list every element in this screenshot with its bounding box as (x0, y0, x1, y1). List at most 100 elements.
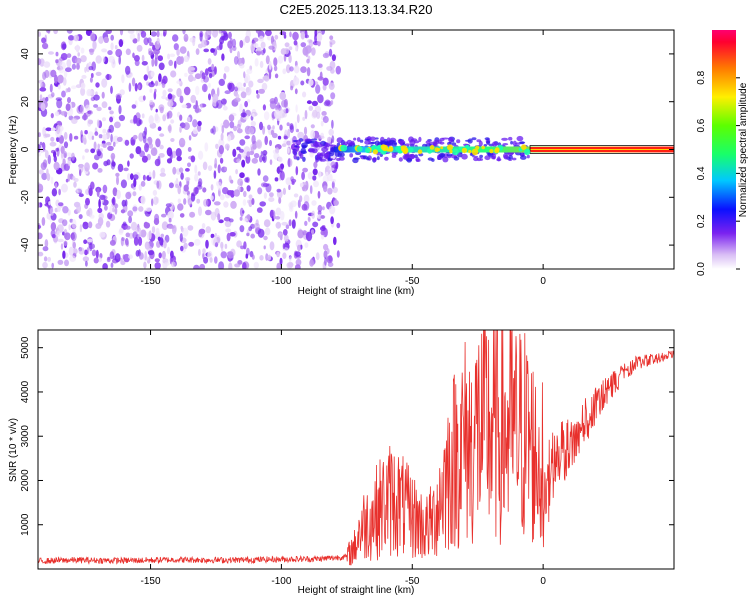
y-tick-label: 1000 (20, 513, 31, 536)
noise-spot (131, 77, 136, 87)
noise-spot (128, 254, 133, 259)
noise-spot (335, 65, 341, 75)
noise-spot (71, 175, 76, 181)
noise-spot (273, 57, 278, 67)
noise-spot (127, 73, 132, 79)
noise-spot (58, 68, 64, 74)
ridge-halo (337, 151, 342, 158)
noise-spot (313, 180, 319, 188)
noise-spot (47, 154, 51, 165)
noise-spot (185, 168, 190, 172)
noise-spot (324, 99, 331, 106)
noise-spot (69, 102, 73, 112)
ridge-halo (302, 156, 306, 162)
noise-spot (243, 190, 247, 198)
noise-spot (114, 203, 119, 209)
noise-spot (275, 221, 282, 229)
noise-spot (128, 82, 132, 93)
noise-spot (205, 209, 212, 216)
noise-spot (202, 161, 208, 171)
ridge-halo (391, 154, 397, 158)
noise-spot (153, 91, 157, 100)
chart-title: C2E5.2025.113.13.34.R20 (280, 2, 433, 17)
noise-spot (288, 54, 292, 64)
noise-spot (147, 250, 155, 256)
noise-spot (226, 190, 234, 196)
noise-spot (259, 60, 264, 69)
noise-spot (56, 98, 63, 109)
y-tick-label: 4000 (20, 380, 31, 403)
noise-spot (236, 128, 243, 134)
noise-spot (244, 35, 250, 44)
noise-spot (71, 219, 77, 229)
noise-spot (154, 57, 158, 67)
noise-spot (88, 110, 93, 115)
noise-spot (235, 169, 239, 175)
noise-spot (68, 246, 74, 256)
noise-spot (308, 39, 313, 48)
noise-spot (105, 30, 112, 34)
noise-spot (40, 81, 43, 87)
noise-spot (169, 150, 173, 160)
noise-spot (246, 151, 250, 158)
noise-spot (221, 125, 225, 134)
ridge-halo (300, 147, 306, 154)
noise-spot (303, 201, 310, 211)
noise-spot (187, 225, 194, 231)
noise-spot (322, 77, 329, 86)
noise-spot (244, 100, 249, 108)
ridge-halo (484, 137, 490, 141)
noise-spot (224, 143, 230, 150)
noise-spot (172, 150, 176, 159)
noise-spot (38, 251, 44, 257)
noise-spot (263, 74, 270, 82)
noise-spot (133, 236, 139, 246)
noise-spot (257, 187, 263, 195)
noise-spot (133, 55, 140, 62)
noise-spot (322, 84, 327, 91)
noise-spot (203, 75, 209, 83)
noise-spot (205, 30, 212, 38)
noise-spot (194, 173, 199, 182)
noise-spot (190, 193, 196, 202)
noise-spot (57, 238, 64, 243)
noise-spot (137, 84, 141, 90)
ridge-halo (442, 156, 449, 163)
noise-spot (150, 147, 158, 156)
noise-spot (308, 105, 314, 111)
noise-spot (287, 147, 290, 154)
noise-spot (176, 87, 182, 98)
noise-spot (148, 230, 152, 240)
ridge-spot (417, 149, 423, 154)
noise-spot (279, 210, 285, 221)
ridge-halo (359, 139, 364, 143)
ridge-halo (391, 141, 398, 147)
noise-spot (183, 184, 189, 192)
noise-spot (274, 109, 281, 119)
noise-spot (119, 30, 124, 36)
noise-spot (284, 42, 290, 48)
noise-spot (262, 150, 268, 156)
noise-spot (93, 141, 97, 150)
noise-spot (167, 53, 171, 60)
noise-spot (106, 73, 110, 81)
noise-spot (300, 31, 305, 40)
noise-spot (243, 241, 247, 250)
noise-spot (302, 167, 308, 173)
spectrogram-panel: -150 -100 -50 0 -40 -20 0 20 40 Height of strai… (8, 29, 675, 297)
ridge-halo (512, 140, 517, 147)
noise-spot (66, 30, 73, 34)
noise-spot (317, 204, 323, 213)
ridge-halo (520, 141, 525, 145)
noise-spot (322, 115, 329, 124)
y-tick-label: 40 (20, 48, 31, 60)
noise-spot (239, 139, 246, 146)
noise-spot (176, 80, 182, 85)
noise-spot (234, 263, 241, 268)
noise-spot (223, 217, 231, 222)
noise-spot (158, 73, 162, 83)
noise-spot (251, 157, 258, 164)
noise-spot (168, 59, 173, 66)
noise-spot (336, 250, 340, 258)
noise-spot (102, 117, 106, 122)
